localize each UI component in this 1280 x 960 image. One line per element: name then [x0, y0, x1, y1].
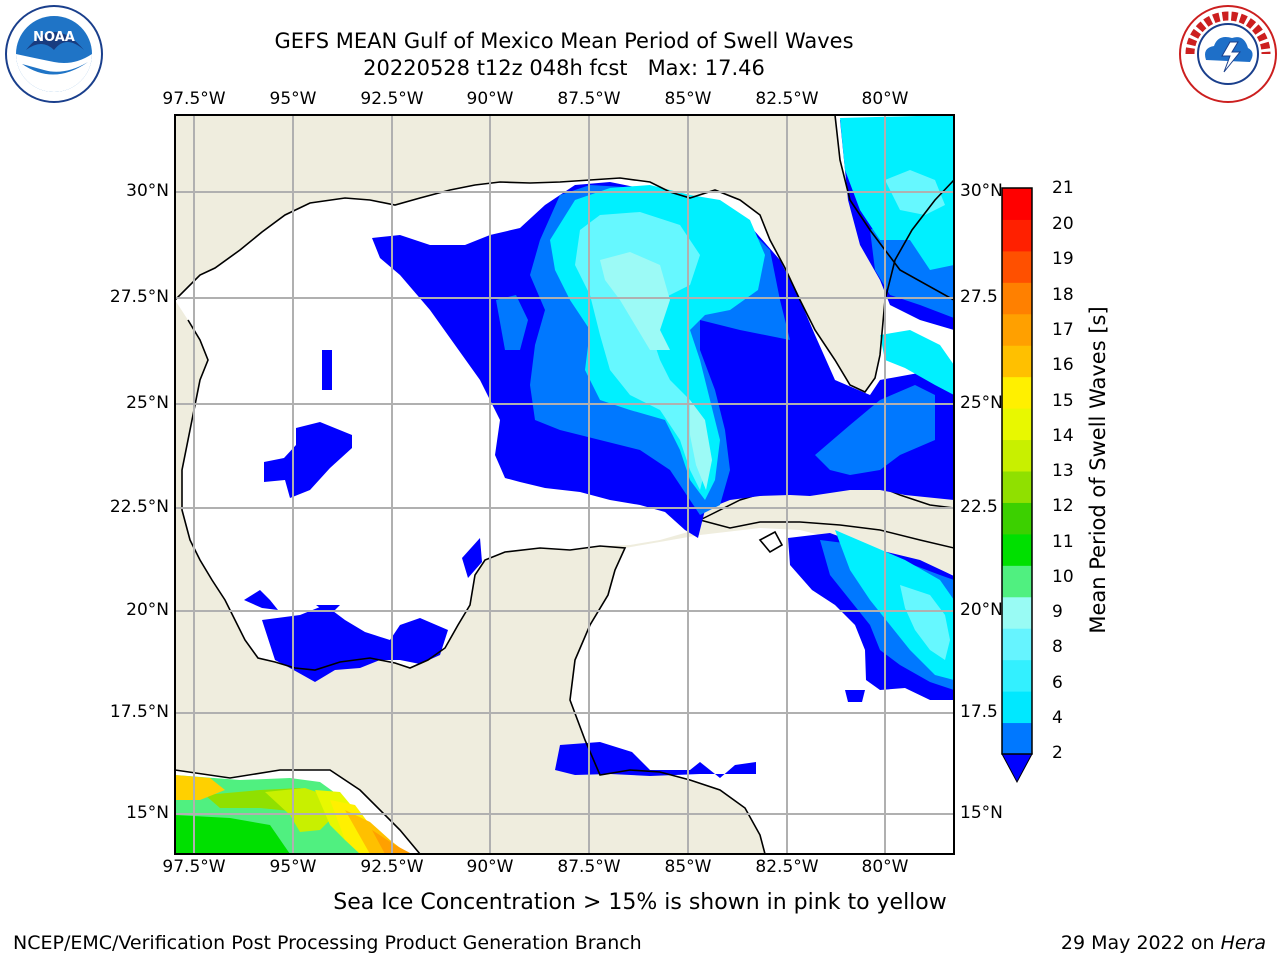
- colorbar-segment: [1002, 659, 1032, 692]
- lon-label: 90°W: [466, 857, 514, 877]
- credit-date: 29 May 2022 on: [1060, 932, 1221, 954]
- lon-label: 80°W: [861, 89, 909, 109]
- colorbar-tick-label: 19: [1052, 249, 1074, 269]
- lat-label: 22.5: [960, 497, 998, 517]
- colorbar-segment: [1002, 533, 1032, 566]
- colorbar-segment: [1002, 188, 1032, 220]
- colorbar-tick-label: 11: [1052, 532, 1074, 552]
- colorbar-tick-label: 18: [1052, 285, 1074, 305]
- colorbar-tick-label: 17: [1052, 320, 1074, 340]
- colorbar-segments: [1002, 188, 1032, 755]
- colorbar-tick-label: 2: [1052, 743, 1063, 763]
- lon-label: 92.5°W: [360, 857, 424, 877]
- colorbar-tick-label: 4: [1052, 708, 1063, 728]
- colorbar-tick-label: 6: [1052, 673, 1063, 693]
- graticule: [175, 115, 954, 854]
- map-frame: [174, 114, 955, 855]
- lat-label: 15°N: [960, 803, 1003, 823]
- lon-label: 80°W: [861, 857, 909, 877]
- sea-ice-note: Sea Ice Concentration > 15% is shown in …: [333, 890, 947, 915]
- colorbar-tick-label: 15: [1052, 391, 1074, 411]
- credit-host: Hera: [1220, 932, 1266, 954]
- nws-logo-icon: [1179, 5, 1277, 103]
- lon-label: 90°W: [466, 89, 514, 109]
- lon-label: 85°W: [664, 857, 712, 877]
- colorbar: [1001, 187, 1033, 784]
- colorbar-tick-label: 16: [1052, 355, 1074, 375]
- lon-label: 92.5°W: [360, 89, 424, 109]
- noaa-logo-icon: NOAA: [5, 5, 103, 103]
- colorbar-tick-label: 14: [1052, 426, 1074, 446]
- colorbar-segment: [1002, 471, 1032, 503]
- lat-label: 27.5°N: [109, 287, 169, 307]
- colorbar-segment: [1002, 565, 1032, 598]
- colorbar-segment: [1002, 691, 1032, 724]
- map-subtitle: 20220528 t12z 048h fcst Max: 17.46: [363, 56, 765, 80]
- colorbar-label: Mean Period of Swell Waves [s]: [1086, 306, 1110, 634]
- lat-label: 25°N: [126, 393, 169, 413]
- lon-label: 97.5°W: [162, 857, 226, 877]
- lat-label: 17.5°N: [109, 702, 169, 722]
- credit-right: 29 May 2022 on Hera: [1061, 932, 1266, 954]
- lon-label: 82.5°W: [755, 89, 819, 109]
- lon-label: 95°W: [269, 89, 317, 109]
- colorbar-segment: [1002, 282, 1032, 315]
- lat-label: 20°N: [126, 600, 169, 620]
- lon-label: 87.5°W: [557, 89, 621, 109]
- colorbar-extend-arrow: [1001, 753, 1033, 784]
- lon-label: 97.5°W: [162, 89, 226, 109]
- lon-label: 95°W: [269, 857, 317, 877]
- colorbar-tick-label: 13: [1052, 461, 1074, 481]
- lat-label: 27.5: [960, 287, 998, 307]
- map-title: GEFS MEAN Gulf of Mexico Mean Period of …: [274, 29, 854, 53]
- colorbar-segment: [1002, 345, 1032, 378]
- lat-label: 25°N: [960, 393, 1003, 413]
- credit-left: NCEP/EMC/Verification Post Processing Pr…: [13, 932, 642, 954]
- colorbar-tick-label: 9: [1052, 602, 1063, 622]
- lat-label: 30°N: [126, 181, 169, 201]
- colorbar-tick-label: 12: [1052, 496, 1074, 516]
- colorbar-segment: [1002, 376, 1032, 409]
- colorbar-segment: [1002, 596, 1032, 629]
- lat-label: 20°N: [960, 600, 1003, 620]
- colorbar-segment: [1002, 439, 1032, 472]
- colorbar-segment: [1002, 408, 1032, 441]
- colorbar-segment: [1002, 250, 1032, 283]
- lon-label: 87.5°W: [557, 857, 621, 877]
- colorbar-tick-label: 10: [1052, 567, 1074, 587]
- lat-label: 15°N: [126, 803, 169, 823]
- colorbar-tick-label: 8: [1052, 637, 1063, 657]
- lat-label: 22.5°N: [109, 497, 169, 517]
- colorbar-segment: [1002, 313, 1032, 346]
- colorbar-tick-label: 20: [1052, 214, 1074, 234]
- colorbar-segment: [1002, 628, 1032, 661]
- colorbar-segment: [1002, 502, 1032, 535]
- colorbar-segment: [1002, 219, 1032, 252]
- lat-label: 17.5: [960, 702, 998, 722]
- lon-label: 85°W: [664, 89, 712, 109]
- colorbar-tick-label: 21: [1052, 178, 1074, 198]
- colorbar-segment: [1002, 722, 1032, 755]
- lat-label: 30°N: [960, 181, 1003, 201]
- svg-text:NOAA: NOAA: [33, 30, 75, 45]
- lon-label: 82.5°W: [755, 857, 819, 877]
